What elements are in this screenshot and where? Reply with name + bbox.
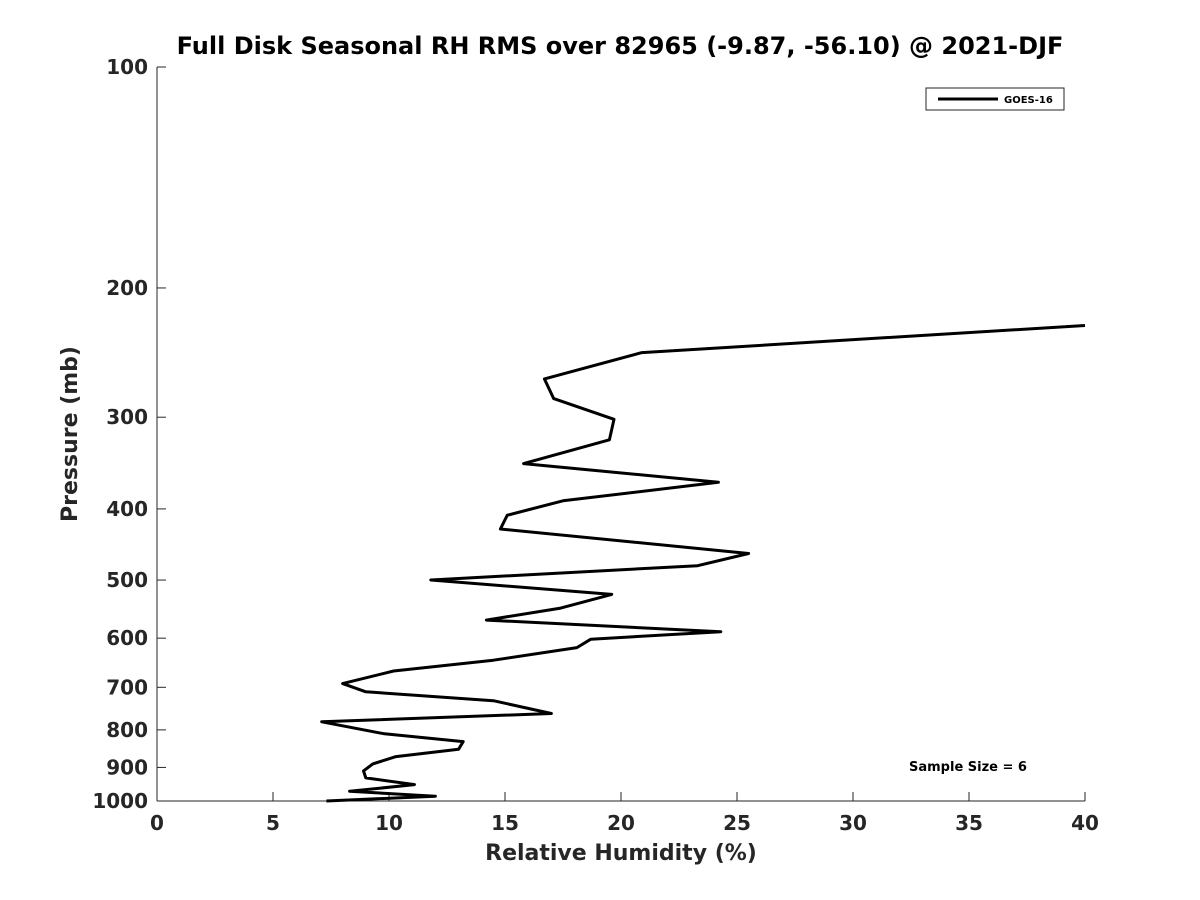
- x-tick-label-20: 20: [607, 811, 635, 835]
- x-tick-label-10: 10: [375, 811, 403, 835]
- y-axis-ticks: 100 200 300 400 500 600 700 800 900 1000: [92, 55, 166, 813]
- x-tick-label-25: 25: [723, 811, 751, 835]
- y-tick-label-900: 900: [106, 755, 148, 779]
- legend-label-goes-16: GOES-16: [1004, 95, 1053, 106]
- plot-frame: [156, 67, 1085, 802]
- x-tick-label-35: 35: [955, 811, 983, 835]
- series-group: [320, 324, 1086, 803]
- x-tick-label-15: 15: [491, 811, 519, 835]
- y-tick-label-200: 200: [106, 276, 148, 300]
- series-line-goes-16: [320, 324, 1086, 803]
- x-tick-label-40: 40: [1071, 811, 1099, 835]
- y-tick-label-800: 800: [106, 718, 148, 742]
- y-tick-label-1000: 1000: [92, 789, 148, 813]
- x-axis-ticks: 0 5 10 15 20 25 30 35 40: [150, 792, 1099, 835]
- legend: GOES-16: [925, 87, 1065, 111]
- x-tick-label-30: 30: [839, 811, 867, 835]
- x-tick-label-0: 0: [150, 811, 164, 835]
- x-tick-label-5: 5: [266, 811, 280, 835]
- chart-title: Full Disk Seasonal RH RMS over 82965 (-9…: [177, 32, 1064, 60]
- y-tick-label-500: 500: [106, 568, 148, 592]
- y-axis-label: Pressure (mb): [58, 346, 83, 522]
- y-tick-label-600: 600: [106, 626, 148, 650]
- y-tick-label-400: 400: [106, 497, 148, 521]
- y-tick-label-700: 700: [106, 675, 148, 699]
- sample-size-annotation: Sample Size = 6: [909, 760, 1027, 775]
- y-tick-label-100: 100: [106, 55, 148, 79]
- y-tick-label-300: 300: [106, 405, 148, 429]
- x-axis-label: Relative Humidity (%): [485, 841, 757, 866]
